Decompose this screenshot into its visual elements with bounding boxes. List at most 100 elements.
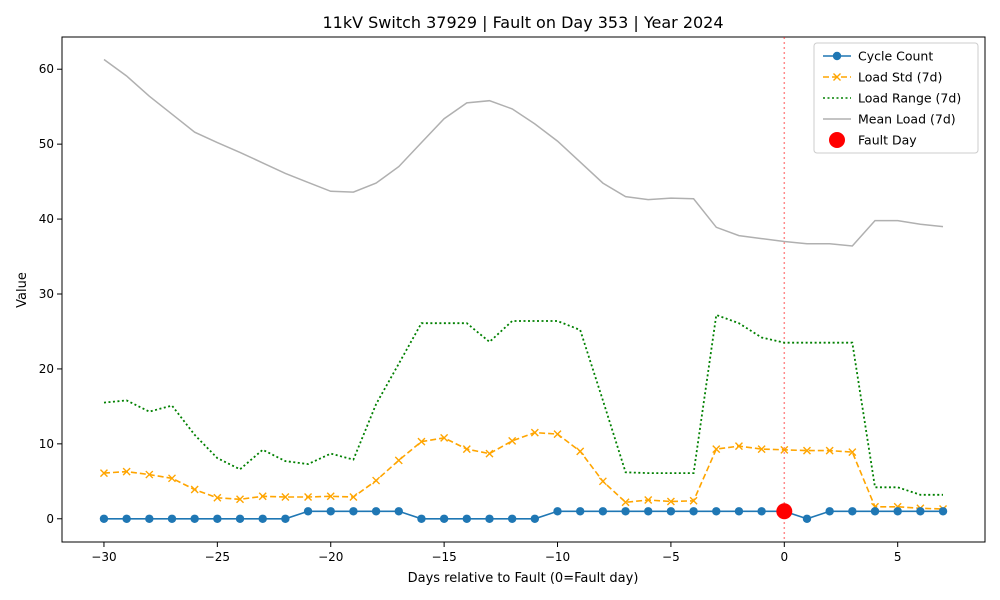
series-point — [485, 514, 494, 523]
legend-box — [813, 42, 979, 154]
series-point — [530, 514, 540, 523]
x-tick-label: 0 — [780, 550, 788, 564]
series-point — [712, 507, 721, 516]
series-point — [576, 447, 585, 456]
plot-frame — [61, 36, 986, 543]
series-point — [916, 507, 925, 516]
series-point — [304, 493, 313, 502]
series-point — [507, 514, 517, 523]
series-point — [734, 507, 744, 516]
series-point — [666, 497, 675, 506]
series-point — [734, 442, 743, 451]
legend: Cycle Count Load Std (7d) Load Range (7d) M… — [813, 42, 979, 154]
series-point — [371, 507, 381, 516]
series-point — [462, 445, 471, 454]
series-point — [462, 514, 472, 523]
series-point — [848, 507, 857, 516]
series-point — [349, 507, 358, 516]
series-point — [394, 456, 403, 465]
legend-label: Load Range (7d) — [858, 91, 961, 106]
series-point — [598, 507, 608, 516]
series-point — [938, 507, 948, 516]
series-line-3 — [103, 58, 944, 247]
series-point — [644, 507, 653, 516]
series-point — [848, 448, 857, 457]
fault-marker-group — [776, 503, 793, 520]
series-point — [825, 507, 834, 516]
series-point — [190, 514, 199, 523]
x-tick-label: −10 — [545, 550, 570, 564]
series-point — [553, 507, 562, 516]
series-point — [394, 507, 403, 516]
series-point — [258, 514, 267, 523]
series-point — [99, 514, 109, 523]
series-line-0 — [104, 510, 943, 520]
series-point — [689, 496, 698, 505]
series-point — [802, 514, 812, 523]
series-point — [349, 493, 358, 502]
series-point — [145, 514, 154, 523]
x-tick-label: −20 — [318, 550, 343, 564]
x-tick-label: −30 — [91, 550, 116, 564]
series-point — [122, 514, 131, 523]
y-tick-label: 50 — [39, 137, 54, 151]
series-point — [621, 498, 630, 507]
x-tick-label: −15 — [431, 550, 456, 564]
x-axis-label: Days relative to Fault (0=Fault day) — [408, 571, 639, 586]
series-group — [99, 58, 948, 523]
x-tick-label: −25 — [205, 550, 230, 564]
series-point — [236, 495, 245, 504]
series-point — [281, 493, 290, 502]
series-point — [326, 507, 335, 516]
series-point — [258, 492, 267, 501]
series-point — [530, 428, 539, 437]
series-point — [439, 514, 449, 523]
series-point — [122, 467, 131, 476]
series-point — [644, 496, 653, 505]
y-tick-label: 30 — [39, 287, 54, 301]
series-line-1 — [103, 431, 944, 510]
x-tick-label: 5 — [894, 550, 902, 564]
legend-label: Fault Day — [858, 133, 917, 148]
series-point — [621, 507, 630, 516]
series-point — [145, 470, 154, 479]
series-point — [689, 507, 698, 516]
legend-swatch-marker — [832, 51, 842, 61]
x-axis-ticks: −30 −25 −20 −15 −10 −5 0 5 — [91, 542, 902, 564]
legend-label: Load Std (7d) — [858, 70, 942, 85]
series-point — [757, 507, 766, 516]
series-point — [825, 446, 834, 455]
series-point — [666, 507, 676, 516]
series-point — [553, 430, 562, 439]
y-tick-label: 40 — [39, 212, 54, 226]
series-point — [757, 445, 766, 454]
legend-label: Cycle Count — [858, 49, 933, 64]
series-point — [167, 514, 177, 523]
y-tick-label: 10 — [39, 437, 54, 451]
series-point — [281, 514, 290, 523]
y-axis-ticks: 0 10 20 30 40 50 60 — [39, 62, 62, 526]
series-point — [213, 514, 222, 523]
series-point — [485, 449, 494, 458]
y-tick-label: 0 — [46, 512, 54, 526]
series-line-2 — [103, 313, 943, 496]
plot-area: −30 −25 −20 −15 −10 −5 0 5 0 10 20 30 40 50 60 — [39, 36, 986, 564]
series-point — [417, 514, 426, 523]
series-point — [712, 445, 721, 454]
series-point — [213, 493, 222, 502]
fault-day-marker — [776, 503, 793, 520]
series-point — [303, 507, 313, 516]
series-point — [780, 445, 789, 454]
y-axis-label: Value — [15, 272, 30, 308]
legend-swatch-marker — [833, 73, 841, 81]
series-point — [893, 507, 902, 516]
y-tick-label: 60 — [39, 62, 54, 76]
series-point — [802, 446, 811, 455]
series-point — [190, 485, 199, 494]
series-point — [575, 507, 585, 516]
series-point — [417, 437, 426, 446]
series-point — [598, 477, 607, 486]
chart-title: 11kV Switch 37929 | Fault on Day 353 | Y… — [322, 13, 723, 32]
series-point — [440, 433, 449, 442]
